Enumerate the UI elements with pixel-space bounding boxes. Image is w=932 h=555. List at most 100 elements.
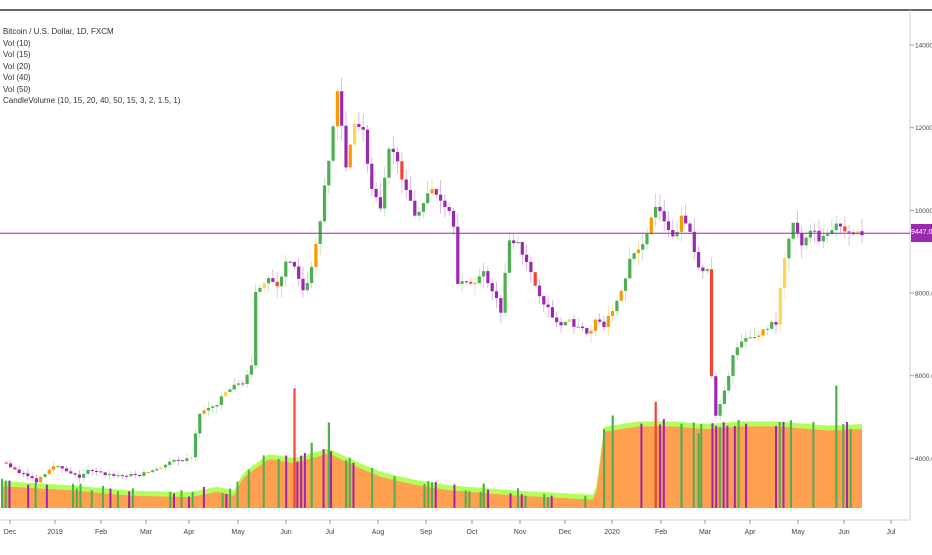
candle-body: [494, 291, 499, 299]
candle-body: [434, 189, 438, 195]
candle-body: [34, 478, 38, 483]
candle-body: [348, 144, 352, 168]
candle-body: [370, 163, 374, 189]
candle-body: [744, 338, 748, 342]
candle-body: [761, 329, 765, 336]
candle-body: [714, 376, 718, 416]
candle-body: [473, 283, 477, 285]
candle-body: [387, 148, 391, 178]
candle-body: [159, 467, 163, 470]
volume-bar: [722, 422, 725, 508]
candle-body: [279, 276, 284, 287]
volume-bar: [520, 494, 523, 508]
volume-bar: [427, 481, 430, 508]
candle-body: [176, 459, 180, 461]
candle-body: [116, 475, 120, 477]
candle-body: [228, 389, 232, 392]
x-tick-label: May: [791, 529, 805, 536]
candle-body: [847, 231, 851, 233]
volume-bar: [116, 491, 119, 508]
candle-body: [211, 406, 215, 408]
candle-body: [103, 472, 107, 476]
volume-bar: [285, 455, 288, 508]
volume-bar: [546, 497, 549, 508]
candle-body: [619, 290, 623, 301]
legend-item-vol-10[interactable]: Vol (10): [3, 38, 31, 48]
candle-body: [460, 281, 464, 284]
volume-spike: [293, 388, 296, 508]
candle-body: [344, 125, 348, 168]
candle-body: [284, 261, 288, 277]
candle-body: [241, 383, 245, 385]
x-tick-label: Sep: [420, 529, 433, 536]
candle-body: [361, 127, 365, 130]
volume-bar: [543, 493, 546, 508]
candle-body: [727, 375, 731, 391]
volume-bar: [517, 488, 519, 508]
candle-body: [249, 365, 253, 375]
candle-body: [537, 285, 542, 297]
candle-body: [752, 336, 757, 338]
candle-body: [64, 468, 69, 472]
candle-body: [623, 278, 628, 291]
volume-bar: [247, 469, 250, 508]
candle-body: [520, 241, 524, 255]
x-tick-label: Jun: [838, 529, 849, 536]
volume-bar: [131, 488, 134, 508]
volume-bar: [849, 428, 852, 508]
candle-body: [391, 148, 395, 153]
volume-spike: [310, 442, 313, 508]
volume-bar: [4, 480, 7, 508]
candle-body: [555, 317, 559, 323]
volume-bar: [812, 421, 815, 508]
candle-body: [267, 278, 271, 284]
x-tick-label: Jul: [326, 529, 335, 536]
volume-bar: [745, 423, 748, 508]
candle-body: [748, 337, 752, 339]
candle-body: [421, 203, 425, 212]
candle-body: [808, 230, 812, 238]
volume-bar: [352, 462, 355, 508]
x-tick-label: Feb: [95, 529, 107, 536]
volume-bar: [737, 420, 740, 508]
candle-body: [804, 237, 808, 246]
x-tick-label: Dec: [559, 529, 572, 536]
volume-bar: [34, 482, 37, 508]
candle-body: [305, 282, 309, 291]
volume-bar: [191, 491, 194, 508]
legend-item-candlevolume[interactable]: CandleVolume (10, 15, 20, 40, 50, 15, 3,…: [3, 96, 181, 105]
candle-body: [163, 464, 167, 468]
candle-body: [826, 234, 830, 236]
candle-body: [185, 458, 189, 461]
volume-bar: [789, 420, 792, 508]
candle-body: [529, 261, 533, 273]
candle-body: [649, 217, 653, 235]
candle-body: [632, 253, 636, 259]
legend-item-vol-15[interactable]: Vol (15): [3, 50, 31, 59]
volume-bar: [640, 423, 643, 508]
candle-body: [374, 188, 378, 198]
x-tick-label: Apr: [184, 529, 196, 536]
candle-body: [684, 215, 688, 224]
candle-body: [193, 433, 198, 458]
candle-body: [430, 189, 434, 194]
candle-body: [245, 374, 249, 384]
volume-bar: [453, 484, 456, 508]
candle-body: [21, 473, 26, 475]
y-tick-label: 12000.00: [915, 125, 932, 132]
candle-body: [499, 298, 503, 313]
candle-body: [645, 234, 649, 245]
y-tick-label: 8000.00: [915, 291, 932, 298]
volume-spike: [345, 460, 348, 508]
volume-bar: [348, 457, 351, 508]
legend-item-vol-20[interactable]: Vol (20): [3, 61, 31, 71]
volume-bar: [109, 488, 112, 508]
volume-bar: [509, 493, 512, 508]
candle-body: [830, 230, 834, 235]
volume-area: [2, 426, 862, 508]
legend-item-vol-40[interactable]: Vol (40): [3, 73, 31, 82]
candle-body: [843, 226, 847, 232]
legend-item-vol-50[interactable]: Vol (50): [3, 84, 31, 94]
